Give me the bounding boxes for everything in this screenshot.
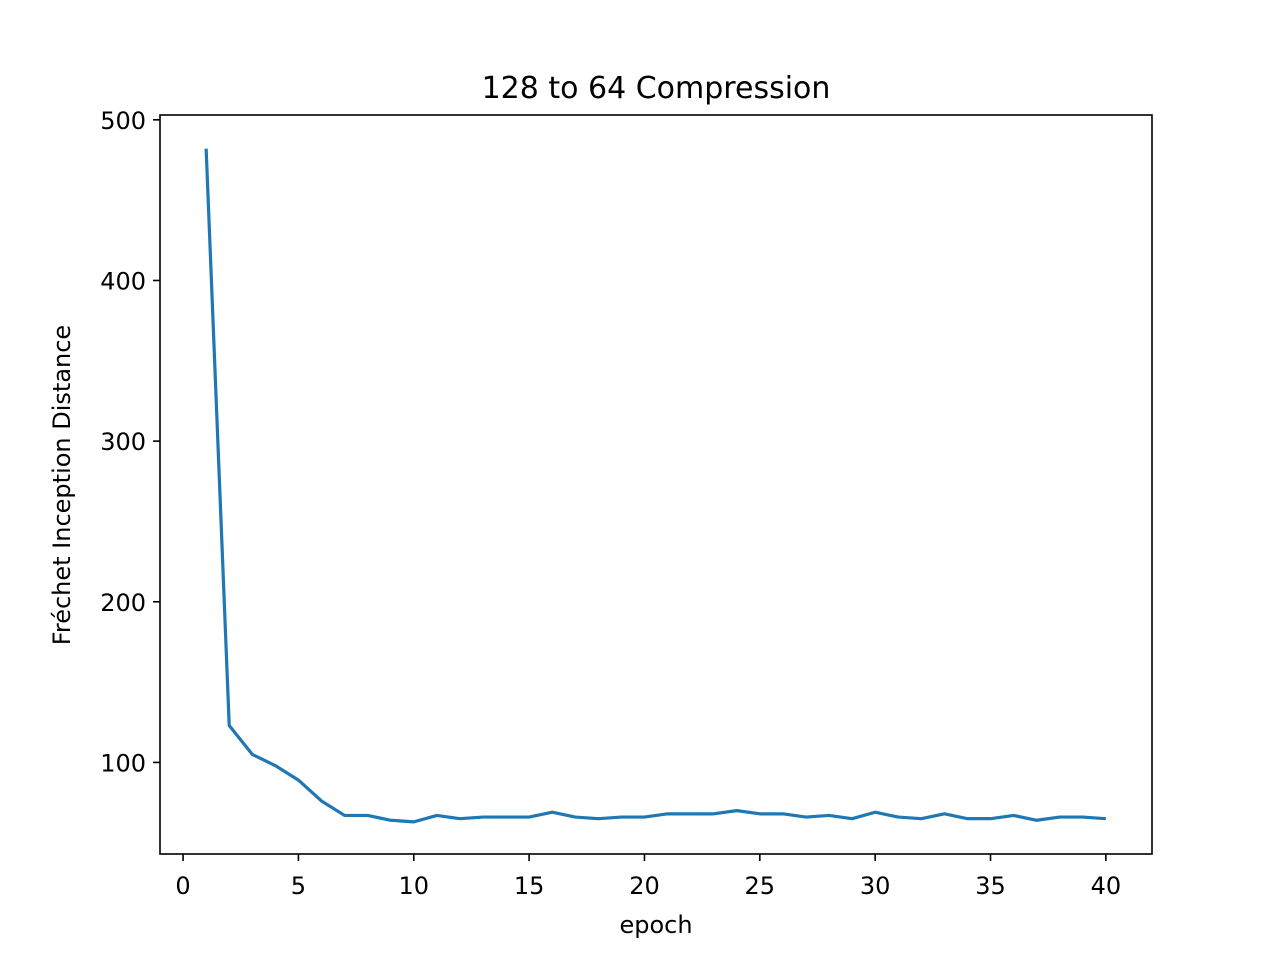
y-tick-label: 200 (100, 589, 146, 617)
x-tick-label: 30 (860, 872, 891, 900)
x-tick-label: 25 (745, 872, 776, 900)
x-axis: 0 5 10 15 20 25 30 35 40 (175, 854, 1121, 900)
x-tick-label: 40 (1091, 872, 1122, 900)
plot-area (159, 114, 1153, 855)
y-tick-label: 100 (100, 749, 146, 777)
x-tick-label: 0 (175, 872, 190, 900)
y-axis-label: Fréchet Inception Distance (48, 325, 76, 645)
x-tick-label: 10 (398, 872, 429, 900)
x-tick-label: 35 (975, 872, 1006, 900)
series-group (204, 148, 1106, 824)
x-tick-label: 20 (629, 872, 660, 900)
x-tick-label: 15 (514, 872, 545, 900)
y-tick-label: 500 (100, 107, 146, 135)
y-axis: 100 200 300 400 500 (100, 107, 160, 777)
x-tick-label: 5 (291, 872, 306, 900)
series-line-0 (204, 148, 1106, 824)
plot-frame (159, 114, 1153, 855)
y-tick-label: 300 (100, 428, 146, 456)
x-axis-label: epoch (619, 911, 692, 939)
y-tick-label: 400 (100, 267, 146, 295)
chart-title: 128 to 64 Compression (482, 71, 831, 106)
